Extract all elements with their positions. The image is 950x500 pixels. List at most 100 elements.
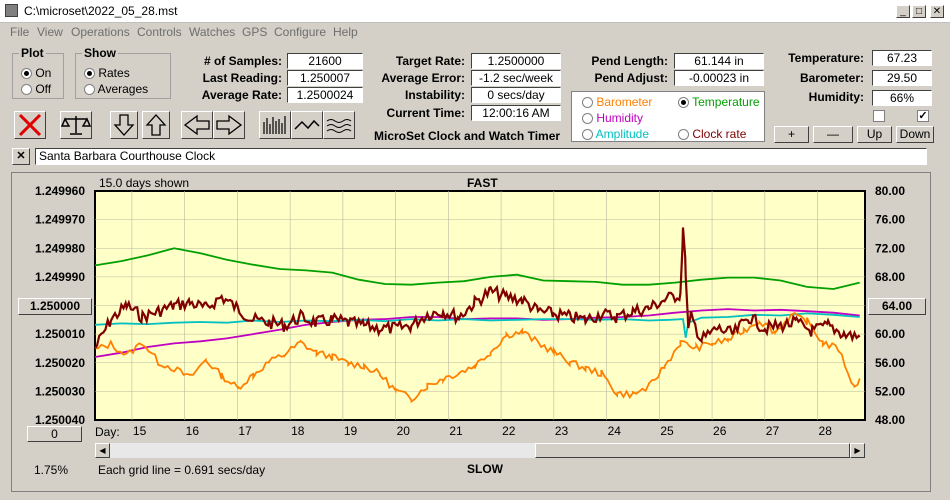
radio-off-icon [678, 129, 689, 141]
checkbox-right[interactable]: ✓ [917, 110, 929, 122]
menu-configure[interactable]: Configure [274, 25, 327, 39]
sensor-option-amplitude[interactable]: Amplitude [582, 127, 649, 141]
balance-button[interactable] [60, 111, 92, 139]
clear-name-button[interactable]: ✕ [12, 148, 30, 165]
y-right-tick-label: 76.00 [875, 213, 905, 227]
bars-view-button[interactable] [259, 111, 291, 139]
series-line-amplitude [94, 312, 860, 338]
show-group: Show Rates Averages [75, 46, 171, 99]
samples-field[interactable]: 21600 [287, 53, 363, 69]
samples-label: # of Samples: [203, 54, 282, 68]
scroll-thumb[interactable] [535, 443, 850, 458]
y-right-tick-label: 60.00 [875, 327, 905, 341]
slow-label: SLOW [467, 462, 503, 476]
app-icon [5, 4, 18, 17]
scale-up-button[interactable]: Up [857, 126, 892, 143]
menu-controls[interactable]: Controls [137, 25, 182, 39]
arrow-up-button[interactable] [142, 111, 170, 139]
menu-operations[interactable]: Operations [71, 25, 130, 39]
x-tick-label: 28 [819, 424, 833, 438]
y-right-tick-label: 56.00 [875, 356, 905, 370]
arrow-left-button[interactable] [181, 111, 213, 139]
close-button[interactable]: ✕ [930, 5, 944, 18]
plot-on-option[interactable]: On [21, 66, 51, 80]
target-rate-label: Target Rate: [395, 54, 465, 68]
plot-off-option[interactable]: Off [21, 82, 51, 96]
left-axis-center-button[interactable]: 1.250000 [18, 298, 92, 315]
x-tick-label: 20 [397, 424, 411, 438]
show-rates-option[interactable]: Rates [84, 66, 130, 80]
line-view-button[interactable] [291, 111, 323, 139]
x-tick-label: 26 [713, 424, 727, 438]
sensor-select-group: Barometer Temperature Humidity Amplitude… [571, 91, 765, 142]
menu-gps[interactable]: GPS [242, 25, 268, 39]
x-tick-label: 17 [238, 424, 252, 438]
plot-scrollbar[interactable]: ◀ ▶ [95, 443, 865, 458]
current-time-label: Current Time: [386, 106, 465, 120]
wave-view-button[interactable] [323, 111, 355, 139]
instability-field[interactable]: 0 secs/day [471, 87, 561, 103]
line-chart-icon [294, 119, 320, 130]
radio-on-icon [678, 97, 689, 109]
sensor-option-clock-rate[interactable]: Clock rate [678, 127, 746, 141]
show-averages-option[interactable]: Averages [84, 82, 148, 96]
x-tick-label: 27 [766, 424, 780, 438]
pend-adjust-label: Pend Adjust: [594, 71, 668, 85]
right-axis-center-button[interactable]: 64.00 [868, 298, 926, 315]
x-tick-label: 18 [291, 424, 305, 438]
arrow-up-icon [145, 114, 167, 136]
radio-off-icon [84, 84, 95, 96]
target-rate-field[interactable]: 1.2500000 [471, 53, 561, 69]
radio-off-icon [21, 84, 32, 96]
last-reading-field[interactable]: 1.250007 [287, 70, 363, 86]
barometer-field[interactable]: 29.50 [872, 70, 932, 86]
menu-watches[interactable]: Watches [189, 25, 236, 39]
bottom-offset-button[interactable]: 0 [27, 426, 82, 442]
humidity-label: Humidity: [808, 90, 864, 104]
x-tick-label: 25 [660, 424, 674, 438]
sensor-option-humidity[interactable]: Humidity [582, 111, 643, 125]
percent-label: 1.75% [34, 463, 69, 477]
scale-minus-button[interactable]: — [813, 126, 853, 143]
x-tick-label: 15 [133, 424, 147, 438]
radio-on-icon [21, 68, 32, 80]
sensor-option-barometer[interactable]: Barometer [582, 95, 652, 109]
checkbox-left[interactable] [873, 110, 885, 122]
minimize-button[interactable]: _ [896, 5, 910, 18]
maximize-button[interactable]: □ [912, 5, 926, 18]
pend-length-field[interactable]: 61.144 in [674, 53, 764, 69]
average-error-field[interactable]: -1.2 sec/week [471, 70, 561, 86]
scale-down-button[interactable]: Down [896, 126, 934, 143]
scroll-right-button[interactable]: ▶ [850, 443, 865, 458]
x-tick-label: 24 [608, 424, 622, 438]
menu-bar: File View Operations Controls Watches GP… [0, 23, 950, 41]
title-bar: C:\microset\2022_05_28.mst _ □ ✕ [0, 0, 950, 23]
arrow-down-button[interactable] [110, 111, 138, 139]
temperature-field[interactable]: 67.23 [872, 50, 932, 66]
menu-help[interactable]: Help [333, 25, 358, 39]
temperature-label: Temperature: [788, 51, 864, 65]
radio-off-icon [582, 129, 593, 141]
average-rate-field[interactable]: 1.2500024 [287, 87, 363, 103]
menu-view[interactable]: View [37, 25, 63, 39]
arrow-right-button[interactable] [213, 111, 245, 139]
scroll-left-button[interactable]: ◀ [95, 443, 110, 458]
y-right-tick-label: 48.00 [875, 413, 905, 427]
x-tick-label: 19 [344, 424, 358, 438]
clock-name-field[interactable]: Santa Barbara Courthouse Clock [35, 148, 927, 165]
humidity-field[interactable]: 66% [872, 90, 932, 106]
scale-plus-button[interactable]: + [774, 126, 809, 143]
radio-off-icon [582, 97, 593, 109]
current-time-field[interactable]: 12:00:16 AM [471, 105, 561, 121]
sensor-option-temperature[interactable]: Temperature [678, 95, 760, 109]
menu-file[interactable]: File [10, 25, 30, 39]
pend-adjust-field[interactable]: -0.00023 in [674, 70, 764, 86]
last-reading-label: Last Reading: [202, 71, 282, 85]
stop-button[interactable] [14, 111, 46, 139]
arrow-left-icon [183, 114, 210, 136]
series-line-barometer [95, 312, 861, 404]
balance-scale-icon [60, 116, 92, 135]
plot-group-title: Plot [19, 46, 46, 60]
day-prefix-label: Day: [95, 425, 120, 439]
y-right-tick-label: 80.00 [875, 184, 905, 198]
